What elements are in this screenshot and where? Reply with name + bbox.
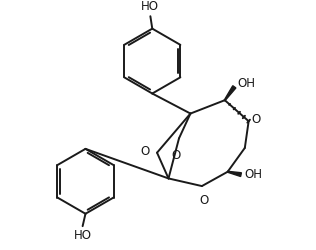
Polygon shape [228,171,241,176]
Text: O: O [140,145,149,158]
Text: O: O [252,113,261,126]
Text: O: O [199,194,209,207]
Text: OH: OH [237,76,255,90]
Text: O: O [172,149,181,162]
Polygon shape [224,86,236,100]
Text: HO: HO [141,0,159,13]
Text: OH: OH [245,168,263,181]
Text: HO: HO [74,229,92,242]
